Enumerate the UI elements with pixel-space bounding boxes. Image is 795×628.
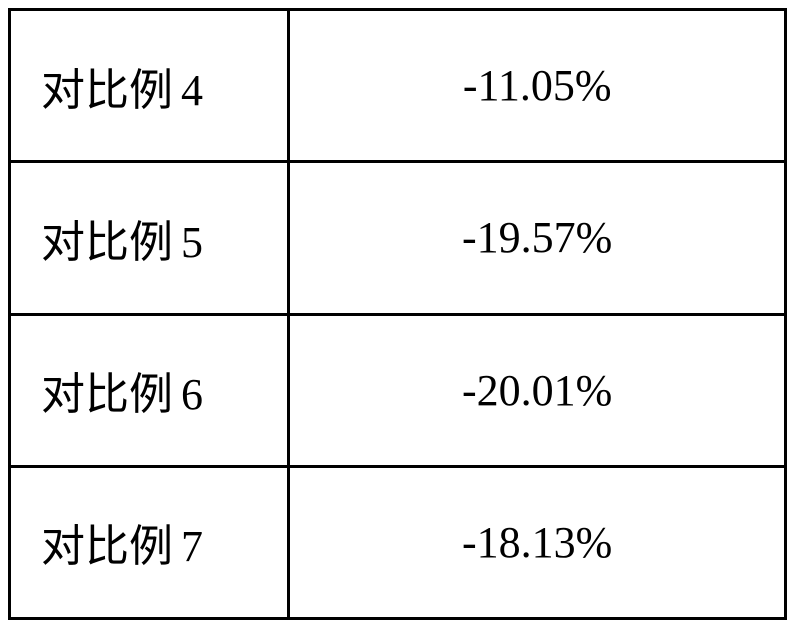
row-label-cell: 对比例7: [10, 466, 289, 618]
table-row: 对比例6 -20.01%: [10, 314, 786, 466]
row-value-cell: -19.57%: [289, 162, 786, 314]
value-text: -20.01%: [462, 366, 612, 415]
label-number: 7: [181, 522, 203, 571]
value-text: -11.05%: [463, 61, 612, 110]
label-number: 4: [181, 66, 203, 115]
row-value-cell: -20.01%: [289, 314, 786, 466]
label-number: 6: [181, 370, 203, 419]
value-text: -19.57%: [462, 213, 612, 262]
row-value-cell: -18.13%: [289, 466, 786, 618]
comparison-table-container: 对比例4 -11.05% 对比例5 -19.57% 对比例6 -: [0, 0, 795, 628]
label-number: 5: [181, 218, 203, 267]
label-prefix: 对比例: [41, 218, 173, 267]
label-prefix: 对比例: [41, 66, 173, 115]
comparison-table: 对比例4 -11.05% 对比例5 -19.57% 对比例6 -: [8, 8, 787, 620]
row-label-cell: 对比例6: [10, 314, 289, 466]
table-row: 对比例5 -19.57%: [10, 162, 786, 314]
label-prefix: 对比例: [41, 370, 173, 419]
row-label-cell: 对比例4: [10, 10, 289, 162]
row-label-cell: 对比例5: [10, 162, 289, 314]
row-value-cell: -11.05%: [289, 10, 786, 162]
table-row: 对比例4 -11.05%: [10, 10, 786, 162]
value-text: -18.13%: [462, 518, 612, 567]
table-row: 对比例7 -18.13%: [10, 466, 786, 618]
label-prefix: 对比例: [41, 522, 173, 571]
